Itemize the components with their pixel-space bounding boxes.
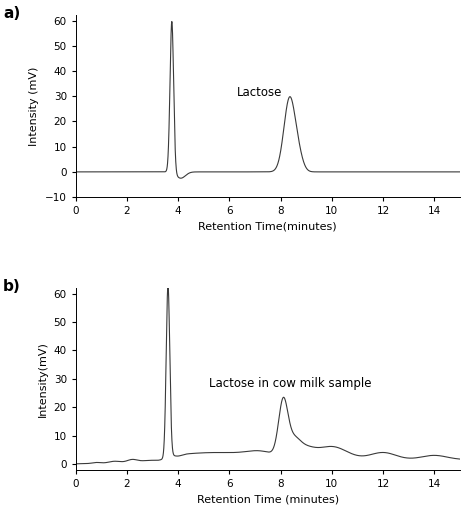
X-axis label: Retention Time(minutes): Retention Time(minutes)	[199, 222, 337, 232]
Y-axis label: Intensity(mV): Intensity(mV)	[38, 341, 48, 417]
X-axis label: Retention Time (minutes): Retention Time (minutes)	[197, 494, 339, 504]
Text: Lactose in cow milk sample: Lactose in cow milk sample	[209, 377, 372, 390]
Text: b): b)	[3, 279, 21, 294]
Y-axis label: Intensity (mV): Intensity (mV)	[29, 67, 39, 146]
Text: Lactose: Lactose	[237, 86, 283, 99]
Text: a): a)	[3, 6, 20, 21]
